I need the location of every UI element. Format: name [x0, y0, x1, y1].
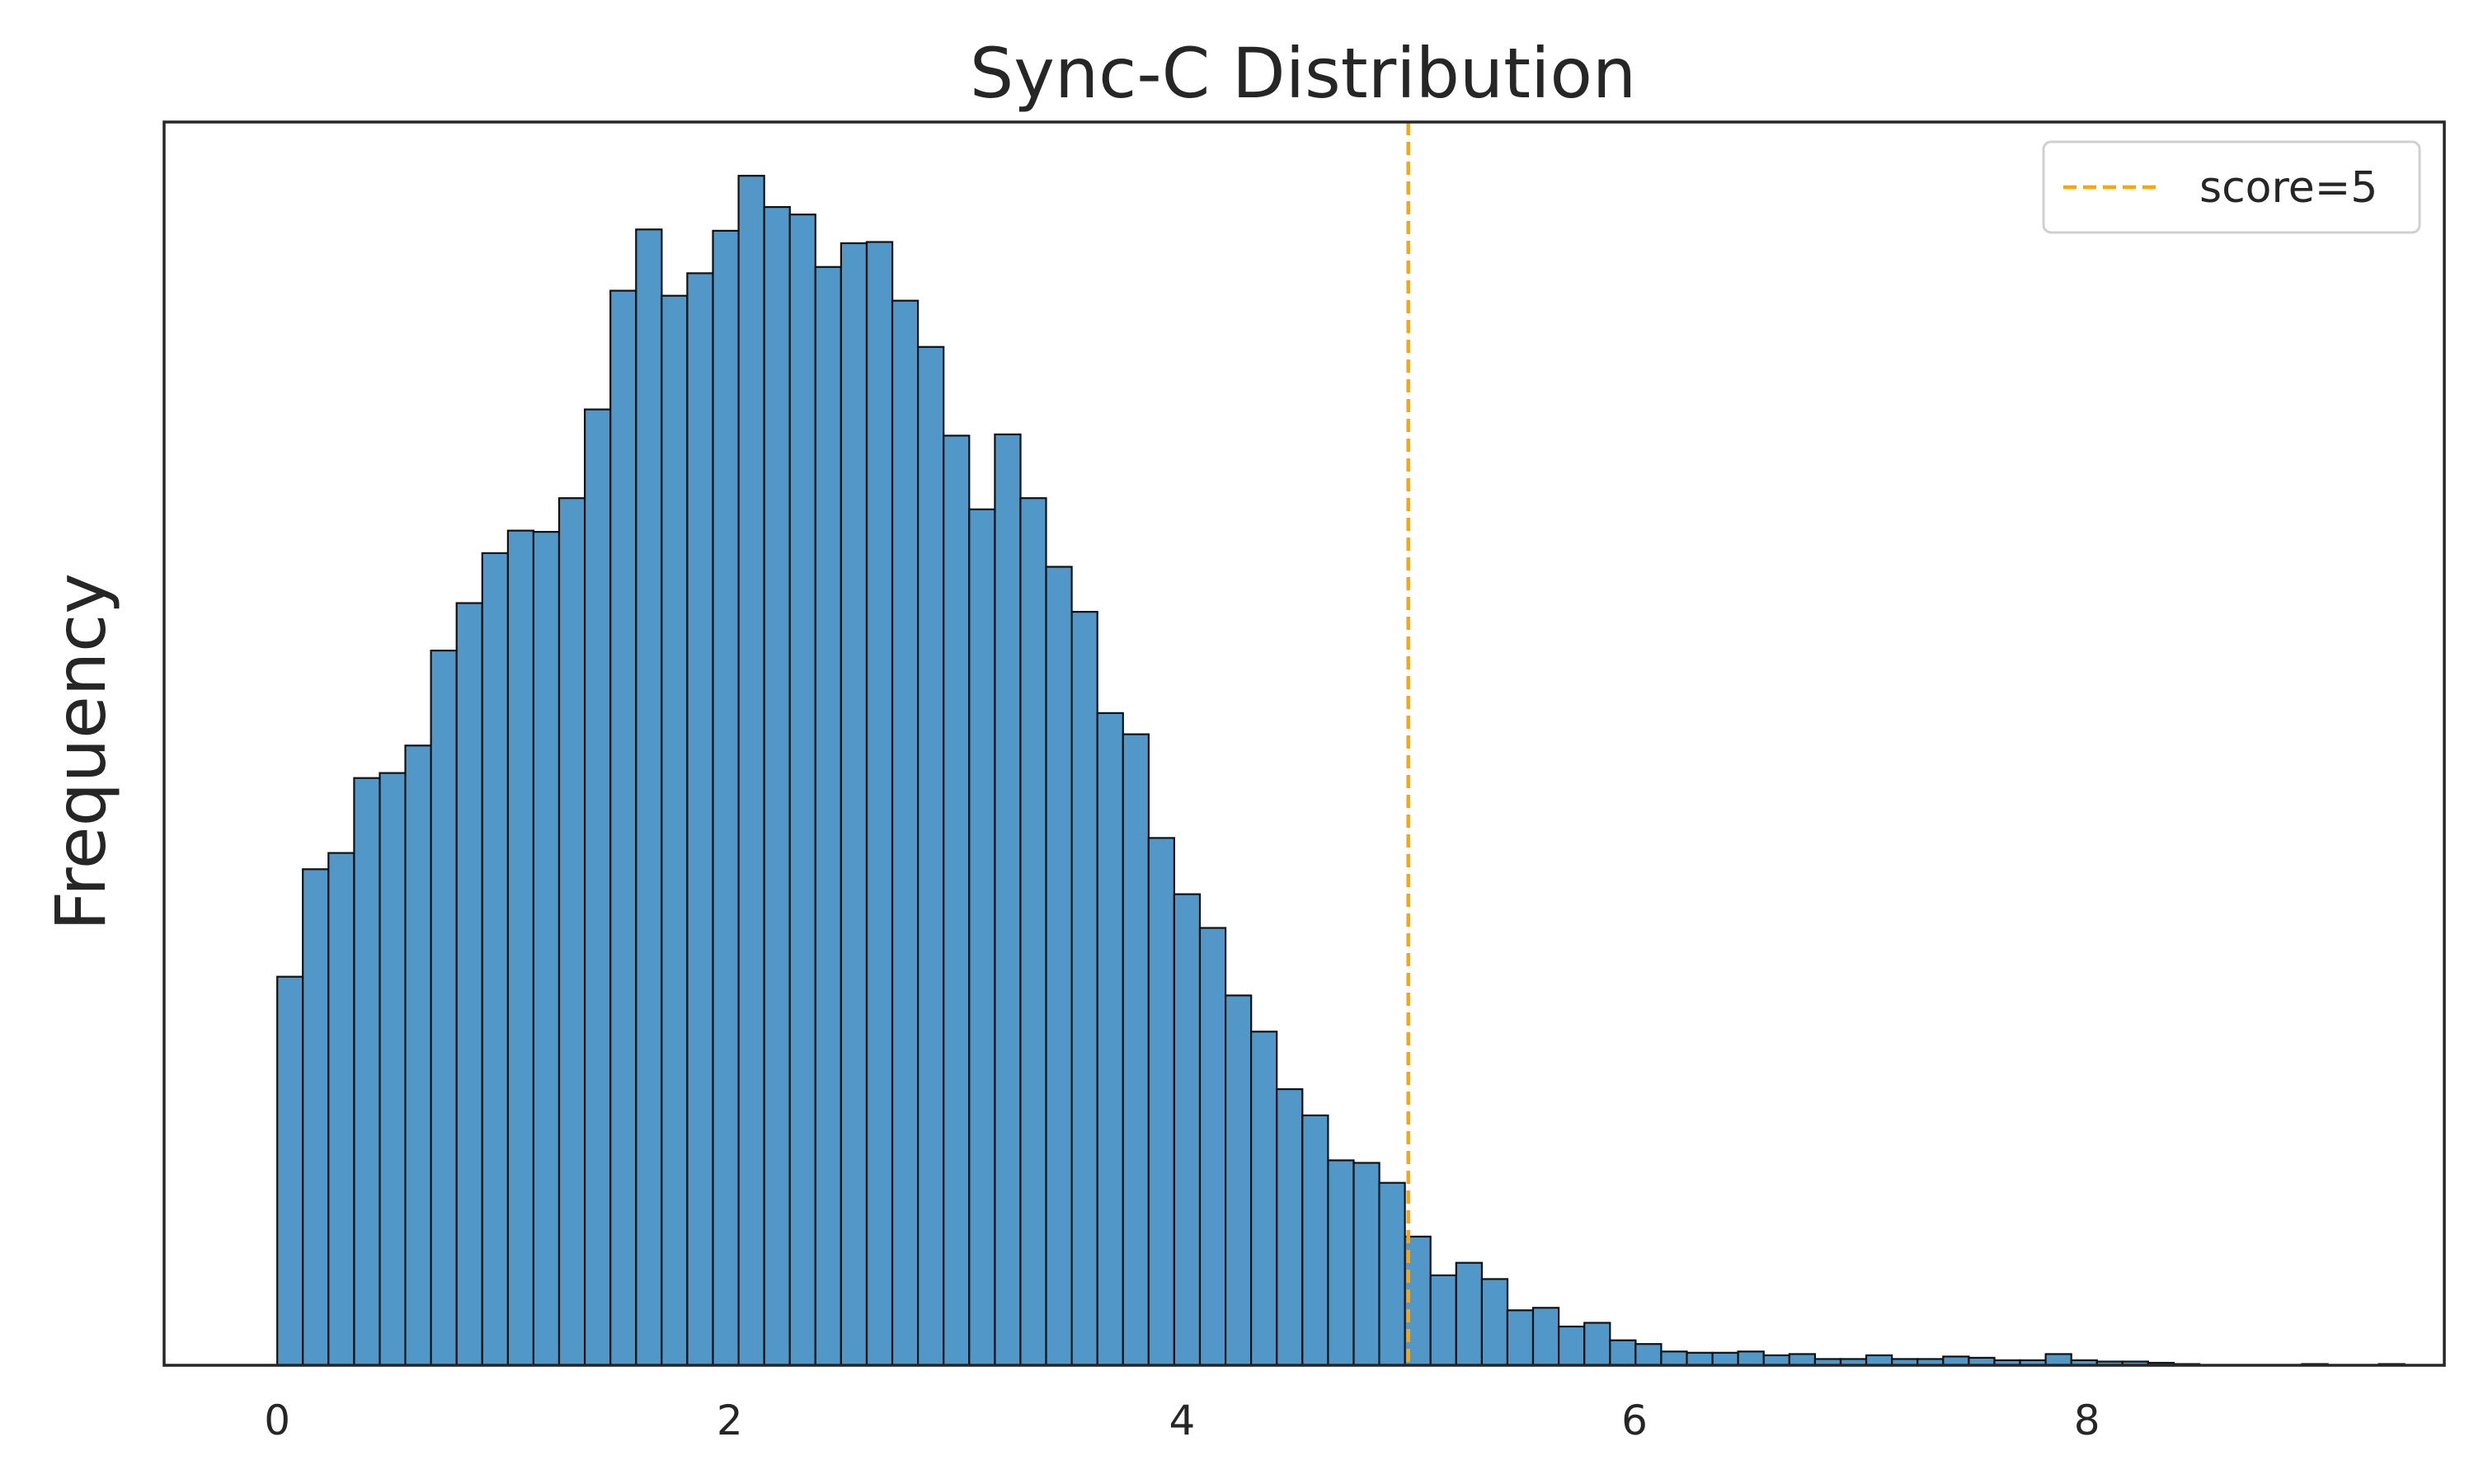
histogram-bar: [379, 772, 407, 1367]
histogram-bar: [1249, 1031, 1278, 1367]
x-tick-label: 2: [717, 1397, 743, 1444]
histogram-bar: [609, 289, 637, 1367]
legend-label: score=5: [2199, 163, 2378, 213]
histogram-bar: [814, 265, 842, 1367]
histogram-bar: [1531, 1307, 1560, 1367]
histogram-bar: [712, 229, 740, 1367]
legend-box: [2042, 140, 2421, 234]
histogram-bar: [1634, 1343, 1663, 1367]
histogram-bar: [1557, 1325, 1586, 1367]
histogram-bar: [302, 868, 330, 1367]
histogram-bar: [891, 299, 920, 1367]
histogram-bar: [506, 529, 535, 1367]
histogram-bar: [481, 552, 509, 1367]
histogram-bar: [1096, 711, 1124, 1367]
histogram-bar: [1378, 1181, 1406, 1367]
chart-title: Sync-C Distribution: [970, 33, 1636, 114]
histogram-bar: [865, 241, 894, 1367]
histogram-bar: [1198, 927, 1227, 1367]
histogram-bar: [532, 530, 561, 1367]
histogram-bar: [840, 242, 868, 1367]
histogram-bar: [2044, 1353, 2072, 1367]
histogram-bar: [1686, 1351, 1714, 1367]
histogram-bar: [788, 214, 816, 1367]
legend: score=5: [2042, 140, 2421, 234]
histogram-bar: [1276, 1087, 1304, 1367]
histogram-bar: [1660, 1350, 1688, 1367]
histogram-bar: [1301, 1114, 1329, 1367]
bars-group: [276, 175, 2406, 1367]
histogram-bar: [1609, 1339, 1637, 1367]
histogram-bar: [1455, 1261, 1484, 1367]
y-axis-label: Frequency: [40, 573, 121, 931]
histogram-bar: [1147, 837, 1176, 1367]
histogram-bar: [943, 434, 971, 1367]
histogram-bar: [1737, 1350, 1765, 1367]
histogram-bar: [1224, 994, 1253, 1367]
histogram-bar: [1122, 733, 1150, 1367]
histogram-bar: [661, 294, 689, 1367]
x-tick-label: 6: [1621, 1397, 1648, 1444]
histogram-bar: [455, 602, 483, 1367]
histogram-bar: [994, 433, 1022, 1367]
histogram-bar: [276, 975, 304, 1367]
histogram-bar: [1583, 1322, 1611, 1367]
histogram-bar: [1352, 1162, 1380, 1367]
histogram-bar: [557, 497, 586, 1367]
histogram-bar: [635, 228, 663, 1367]
histogram-bar: [1480, 1278, 1509, 1367]
histogram-bar: [1019, 497, 1047, 1367]
histogram-bar: [430, 649, 458, 1367]
histogram-bar: [1506, 1309, 1535, 1367]
histogram-bar: [1429, 1274, 1457, 1367]
histogram-bar: [1865, 1354, 1893, 1367]
histogram-bar: [916, 345, 945, 1367]
histogram-bar: [968, 508, 996, 1367]
plot-frame: [162, 120, 2446, 1367]
histogram-bar: [737, 175, 765, 1367]
histogram-bar: [1070, 610, 1098, 1367]
histogram-bar: [686, 272, 714, 1367]
histogram-bar: [1173, 893, 1202, 1367]
x-tick-label: 0: [264, 1397, 290, 1444]
histogram-bar: [1045, 566, 1073, 1367]
histogram-bar: [353, 777, 381, 1367]
histogram-bar: [1788, 1353, 1817, 1367]
histogram-bar: [1762, 1354, 1790, 1367]
x-tick-label: 8: [2074, 1397, 2100, 1444]
histogram-bar: [404, 744, 432, 1367]
histogram-bar: [583, 408, 612, 1367]
histogram-bar: [327, 852, 355, 1367]
histogram-bar: [1711, 1351, 1739, 1367]
x-tick-label: 4: [1169, 1397, 1195, 1444]
x-ticks-group: 0 2 4 6 8: [264, 1397, 2100, 1444]
histogram-bar: [763, 206, 791, 1367]
histogram-bar: [1327, 1159, 1355, 1367]
